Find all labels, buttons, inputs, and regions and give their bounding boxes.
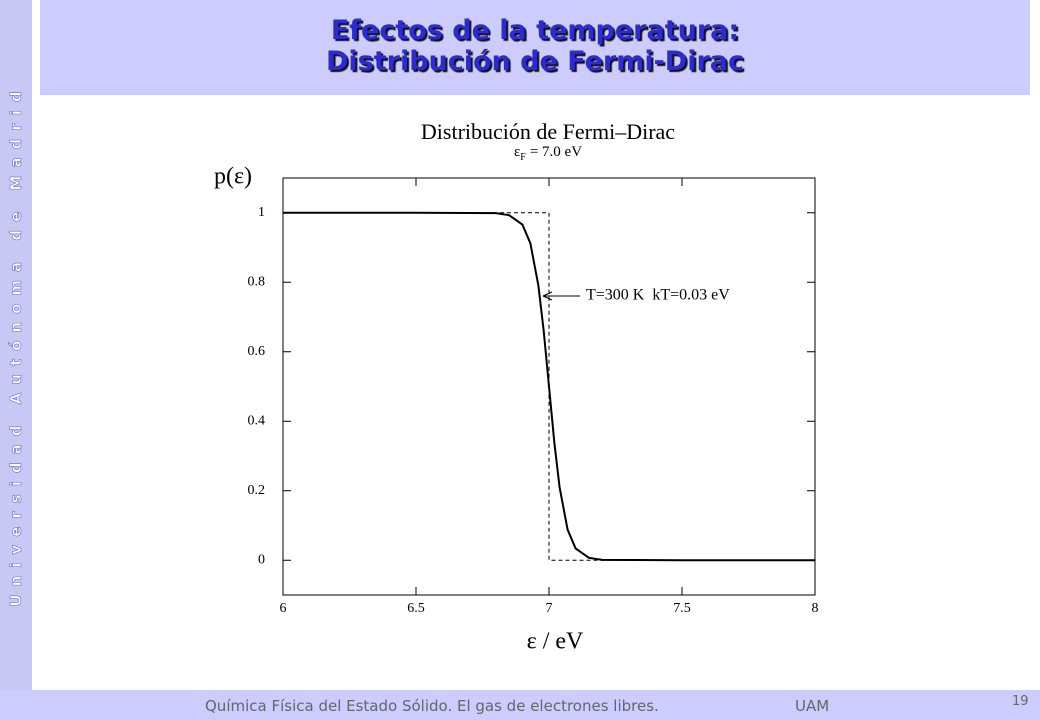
y-tick-label: 0.2 (248, 483, 266, 498)
chart-subtitle: εF = 7.0 eV (514, 144, 582, 163)
x-tick-label: 6.5 (407, 601, 425, 616)
page-number: 19 (1012, 694, 1029, 709)
y-axis-label: p(ε) (214, 164, 252, 190)
y-tick-label: 0.8 (248, 274, 266, 289)
footer-org: UAM (795, 697, 830, 715)
y-tick-label: 0.4 (248, 413, 266, 428)
header: Efectos de la temperatura: Distribución … (40, 0, 1030, 95)
annotation-arrowhead (542, 291, 553, 301)
x-tick-label: 6 (280, 601, 287, 616)
x-axis-label: ε / eV (527, 629, 584, 655)
x-tick-label: 7 (546, 601, 553, 616)
y-tick-label: 1 (258, 205, 265, 220)
title: Efectos de la temperatura: (330, 15, 740, 46)
y-tick-label: 0 (258, 552, 265, 567)
footer: Química Física del Estado Sólido. El gas… (0, 690, 1040, 720)
annotation: T=300 K kT=0.03 eV (586, 287, 730, 304)
footer-text: Química Física del Estado Sólido. El gas… (205, 697, 659, 715)
chart-title: Distribución de Fermi–Dirac (421, 119, 675, 144)
reference-line (283, 212, 815, 561)
subtitle-text: = 7.0 eV (530, 144, 582, 160)
sidebar: Universidad Autónoma de Madrid (0, 0, 32, 690)
y-tick-label: 0.6 (248, 344, 266, 359)
x-tick-label: 8 (812, 601, 819, 616)
data-line (283, 211, 815, 562)
x-tick-label: 7.5 (673, 601, 691, 616)
title: Distribución de Fermi-Dirac (325, 46, 744, 77)
subtitle-subscript: F (520, 152, 526, 163)
chart: Distribución de Fermi–Dirac εF = 7.0 eV p… (214, 119, 819, 655)
subtitle-symbol: ε (514, 144, 520, 160)
